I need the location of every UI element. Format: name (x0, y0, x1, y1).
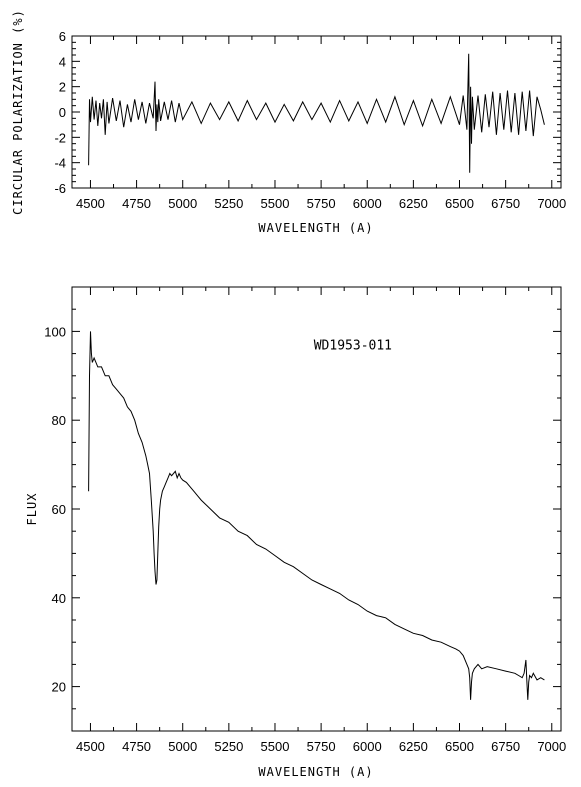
polarization-x-axis-title: WAVELENGTH (A) (258, 221, 373, 235)
flux-x-tick-label: 4750 (122, 739, 151, 754)
flux-y-tick-label: 60 (52, 502, 66, 517)
flux-x-axis-title: WAVELENGTH (A) (258, 765, 373, 779)
object-name-annotation: WD1953-011 (314, 339, 392, 354)
polarization-series-line (88, 53, 545, 173)
polarization-x-tick-label: 6750 (491, 196, 520, 211)
polarization-y-tick-label: 6 (59, 29, 66, 44)
flux-panel: 4500 4750 5000 5250 5500 5750 6000 6250 6500 6750… (25, 286, 566, 779)
polarization-x-tick-label: 4750 (122, 196, 151, 211)
polarization-x-tick-label: 6000 (353, 196, 382, 211)
flux-y-tick-label: 40 (52, 591, 66, 606)
polarization-panel: 4500 4750 5000 5250 5500 5750 6000 6250 6500 6750… (11, 9, 566, 235)
polarization-x-tick-label: 4500 (76, 196, 105, 211)
polarization-y-tick-label: 0 (59, 105, 66, 120)
flux-x-tick-label: 5500 (261, 739, 290, 754)
polarization-y-tick-label: 4 (59, 54, 66, 69)
flux-x-tick-label: 6750 (491, 739, 520, 754)
flux-x-tick-label: 5750 (307, 739, 336, 754)
polarization-x-tick-label: 5500 (261, 196, 290, 211)
flux-x-tick-label: 4500 (76, 739, 105, 754)
flux-y-tick-label: 80 (52, 413, 66, 428)
flux-y-axis-title: FLUX (25, 493, 39, 526)
polarization-x-tick-label: 6250 (399, 196, 428, 211)
polarization-y-axis-title: CIRCULAR POLARIZATION (%) (11, 9, 25, 215)
flux-x-tick-label: 5250 (214, 739, 243, 754)
polarization-y-tick-label: 2 (59, 80, 66, 95)
polarization-ticks (72, 35, 561, 189)
flux-ticks (72, 286, 561, 732)
flux-x-tick-label: 6000 (353, 739, 382, 754)
polarization-y-tick-label: -2 (54, 130, 66, 145)
flux-x-tick-label: 5000 (168, 739, 197, 754)
polarization-x-tick-label: 5000 (168, 196, 197, 211)
flux-x-tick-label: 7000 (537, 739, 566, 754)
polarization-x-tick-label: 7000 (537, 196, 566, 211)
flux-y-tick-label: 20 (52, 680, 66, 695)
flux-tick-labels: 4500 4750 5000 5250 5500 5750 6000 6250 6500 6750… (44, 324, 566, 754)
flux-x-tick-label: 6500 (445, 739, 474, 754)
polarization-y-tick-label: -4 (54, 156, 66, 171)
polarization-y-tick-label: -6 (54, 181, 66, 196)
polarization-x-tick-label: 5750 (307, 196, 336, 211)
polarization-x-tick-label: 5250 (214, 196, 243, 211)
flux-y-tick-label: 100 (44, 324, 66, 339)
flux-x-tick-label: 6250 (399, 739, 428, 754)
flux-series-line (88, 331, 545, 700)
polarization-tick-labels: 4500 4750 5000 5250 5500 5750 6000 6250 6500 6750… (54, 29, 566, 211)
polarization-x-tick-label: 6500 (445, 196, 474, 211)
